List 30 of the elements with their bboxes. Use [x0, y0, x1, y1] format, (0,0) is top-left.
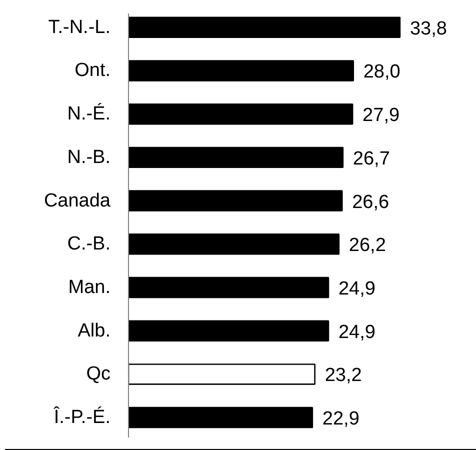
data-label: 33,8 [410, 18, 447, 40]
y-tick-label: C.-B. [67, 234, 110, 255]
data-label: 28,0 [363, 62, 400, 83]
y-tick-label: Man. [68, 276, 111, 298]
bar [128, 320, 330, 342]
bar [128, 16, 401, 38]
data-label: 26,6 [352, 192, 390, 213]
data-label: 26,7 [352, 148, 390, 170]
bar [128, 234, 340, 255]
bar [128, 406, 314, 428]
bar [128, 103, 354, 125]
bar [128, 146, 344, 168]
y-tick-label: Î.-P.-É. [52, 406, 111, 428]
y-tick-label: T.-N.-L. [48, 16, 110, 38]
y-tick-label: Qc [86, 364, 110, 385]
data-label: 23,2 [324, 365, 362, 386]
data-label: 24,9 [338, 278, 376, 300]
y-tick-label: N.-É. [67, 102, 110, 125]
data-label: 24,9 [338, 322, 376, 343]
bar [128, 364, 316, 385]
bar [128, 276, 330, 298]
y-tick-label: Alb. [78, 320, 111, 342]
data-label: 27,9 [362, 105, 400, 126]
data-label: 26,2 [348, 235, 386, 256]
bar [128, 60, 354, 82]
bar [128, 190, 343, 212]
y-tick-label: Canada [44, 190, 111, 212]
y-tick-label: N.-B. [67, 146, 110, 168]
y-tick-label: Ont. [74, 60, 111, 82]
data-label: 22,9 [322, 408, 360, 430]
